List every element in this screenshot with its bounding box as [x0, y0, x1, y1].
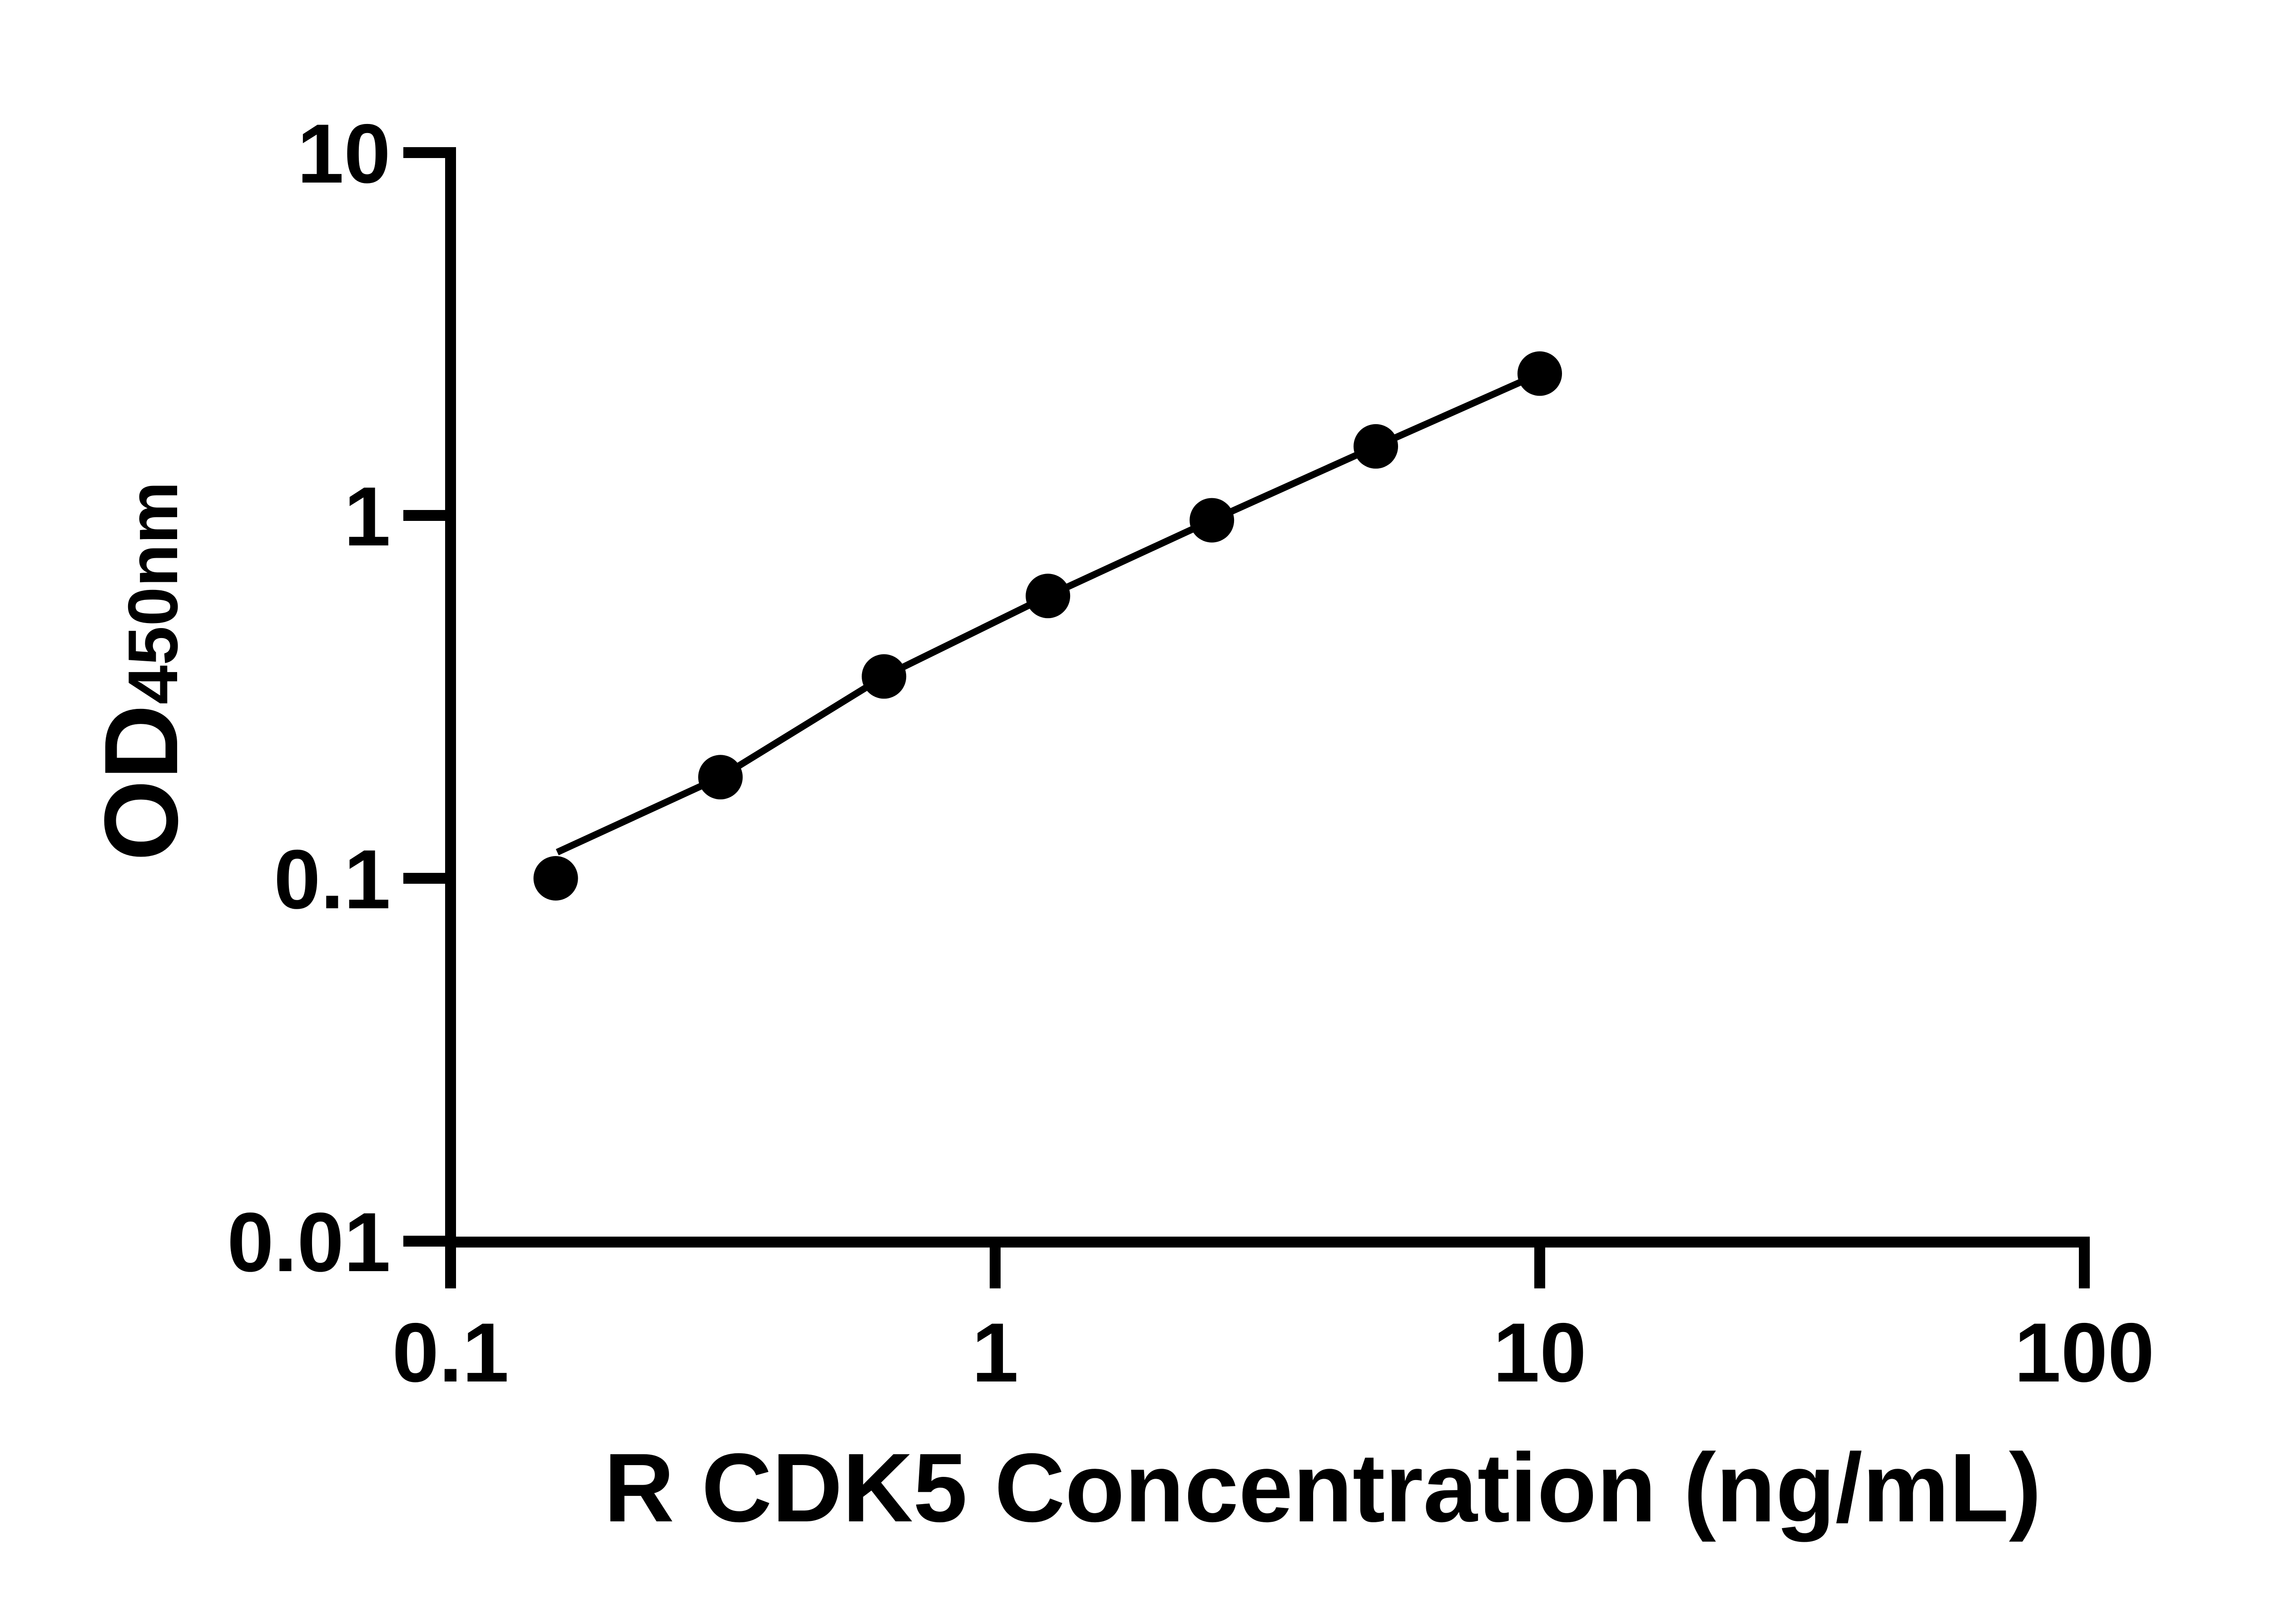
y-tick-label: 10 — [297, 107, 391, 201]
axes — [403, 147, 2090, 1288]
y-tick-labels: 10 1 0.1 0.01 — [227, 107, 391, 1289]
y-tick-label: 1 — [344, 470, 391, 564]
x-tick-label: 10 — [1493, 1306, 1587, 1400]
data-point — [862, 654, 907, 699]
data-point — [533, 856, 578, 901]
x-tick-label: 100 — [2014, 1306, 2155, 1400]
x-tick-label: 0.1 — [392, 1306, 509, 1400]
data-point — [1517, 351, 1562, 396]
data-point — [1190, 498, 1235, 543]
y-tick-label: 0.01 — [227, 1196, 391, 1289]
data-point — [698, 755, 743, 800]
data-points — [533, 351, 1562, 901]
x-tick-label: 1 — [972, 1306, 1019, 1400]
x-tick-labels: 0.1 1 10 100 — [392, 1306, 2154, 1400]
data-point — [1026, 574, 1071, 619]
y-axis-title-subscript: 450nm — [114, 481, 192, 704]
y-axis-title: OD450nm — [83, 481, 199, 861]
x-axis-title: R CDK5 Concentration (ng/mL) — [604, 1433, 2041, 1542]
y-tick-label: 0.1 — [274, 833, 391, 926]
data-point — [1354, 424, 1398, 469]
y-axis-title-main: OD — [83, 704, 199, 861]
